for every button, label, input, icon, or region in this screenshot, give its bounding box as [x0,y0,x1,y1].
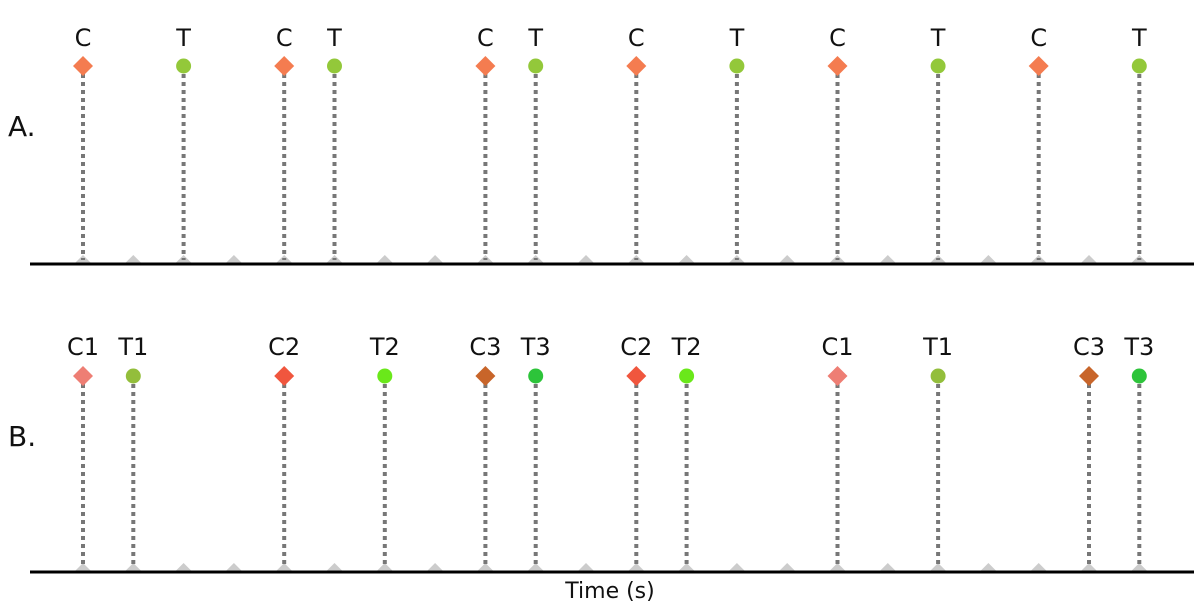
panel-b-tick-mark [727,563,746,572]
panel-a-event-label: C [1030,24,1047,52]
panel-b-tick-mark [74,563,92,572]
panel-a: A. C T C T C T C T C T C T [8,24,1194,266]
panel-b-event-diamond [827,366,848,386]
panel-a-event-circle [729,58,745,74]
panel-a-event-label: T [930,24,946,52]
panel-b-tick-mark [979,563,998,572]
panel-b-event-diamond [475,366,496,386]
panel-b-event-circle [125,368,141,384]
panel-b-tick-mark [476,563,495,572]
panel-b-event-circle [377,368,393,384]
panel-b-tick-mark [929,563,948,572]
panel-b-tick-mark [526,563,545,572]
panel-a-event-label: C [477,24,494,52]
panel-a-event-diamond [827,56,848,76]
panel-b-event-circle [528,368,544,384]
panel-a-event-label: T [527,24,543,52]
panel-b-event-label: T1 [922,333,953,361]
panel-b-tick-mark [878,563,897,572]
panel-a-event-diamond [626,56,647,76]
panel-b-tick-mark [426,563,445,572]
panel-a-event-circle [327,58,342,74]
panel-a-tick-mark [878,255,897,264]
panel-a-label: A. [8,110,36,143]
panel-b-event-label: C3 [1073,333,1105,361]
panel-b-tick-mark [325,563,344,572]
panel-a-tick-mark [224,255,243,264]
panel-b-event-label: T2 [369,333,400,361]
panel-a-event-label: T [326,24,342,52]
panel-b-event-circle [930,368,946,384]
panel-b-tick-mark [1029,563,1048,572]
panel-b-tick-mark [124,563,143,572]
panel-a-event-label: C [628,24,645,52]
panel-a-event-circle [176,58,192,74]
panel-b-tick-mark [1080,563,1098,572]
panel-a-event-circle [930,58,946,74]
panel-a-event-label: T [1131,24,1147,52]
panel-b-tick-mark [677,563,696,572]
panel-b-event-label: C1 [67,333,99,361]
panel-b-tick-mark [375,563,394,572]
panel-b-event-label: T2 [671,333,702,361]
panel-a-tick-mark [677,255,696,264]
panel-b-tick-mark [778,563,797,572]
panel-a-event-circle [1131,58,1147,74]
panel-b-tick-mark [1130,563,1149,572]
panel-b-event-label: C3 [469,333,501,361]
panel-b-event-label: C1 [821,333,853,361]
panel-b-event-diamond [1079,366,1099,386]
x-axis-title: Time (s) [564,579,654,604]
panel-b-event-label: T3 [520,333,551,361]
panel-a-tick-mark [426,255,445,264]
panel-a-event-diamond [274,56,295,76]
panel-a-event-diamond [1028,56,1049,76]
panel-b-event-diamond [274,366,295,386]
panel-a-event-circle [528,58,544,74]
panel-b-event-label: C2 [268,333,300,361]
panel-b-tick-mark [275,563,294,572]
panel-a-event-label: T [175,24,191,52]
panel-b-event-circle [679,368,695,384]
panel-b-tick-mark [577,563,595,572]
panel-b-event-label: T1 [117,333,148,361]
panel-b-tick-mark [627,563,646,572]
panel-b-label: B. [8,420,36,453]
panel-b-tick-mark [224,563,243,572]
panel-a-tick-mark [124,255,143,264]
panel-b-event-circle [1131,368,1147,384]
panel-a-tick-mark [577,255,595,264]
panel-b-tick-mark [174,563,193,572]
panel-a-event-diamond [475,56,496,76]
panel-a-tick-mark [1080,255,1098,264]
panel-a-tick-mark [979,255,998,264]
panel-a-event-label: T [729,24,745,52]
panel-a-event-label: C [276,24,293,52]
panel-b-event-diamond [626,366,647,386]
panel-b-event-label: C2 [620,333,652,361]
panel-a-event-label: C [829,24,846,52]
panel-a-tick-mark [778,255,797,264]
panel-b-event-label: T3 [1123,333,1154,361]
panel-a-tick-mark [375,255,394,264]
panel-a-event-label: C [75,24,92,52]
panel-b-event-diamond [73,366,93,386]
panel-b: B. C1 T1 C2 T2 C3 T3 C2 T2 C1 T1 C3 T3 [8,333,1194,574]
panel-a-event-diamond [73,56,93,76]
panel-b-tick-mark [828,563,847,572]
